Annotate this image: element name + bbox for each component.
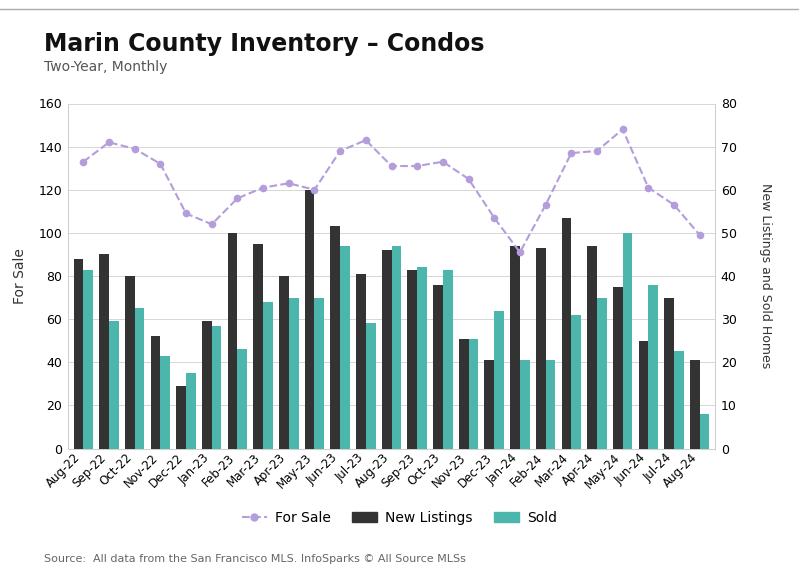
Bar bbox=[433, 285, 443, 448]
Text: Two-Year, Monthly: Two-Year, Monthly bbox=[44, 60, 167, 74]
Bar bbox=[700, 414, 710, 448]
Bar bbox=[622, 233, 633, 448]
Bar bbox=[135, 308, 145, 448]
Bar bbox=[83, 270, 93, 448]
Bar bbox=[417, 267, 427, 448]
Bar bbox=[99, 254, 109, 448]
Bar bbox=[125, 276, 135, 448]
Bar bbox=[690, 360, 700, 448]
Y-axis label: For Sale: For Sale bbox=[14, 248, 27, 304]
Bar bbox=[407, 270, 417, 448]
Bar bbox=[510, 246, 520, 448]
Bar bbox=[228, 233, 237, 448]
Text: Marin County Inventory – Condos: Marin County Inventory – Condos bbox=[44, 32, 484, 56]
Bar bbox=[382, 250, 392, 448]
Bar bbox=[648, 285, 658, 448]
Bar bbox=[263, 302, 273, 448]
Bar bbox=[150, 336, 161, 449]
Bar bbox=[484, 360, 495, 448]
Bar bbox=[366, 323, 376, 448]
Bar bbox=[468, 339, 479, 448]
Bar bbox=[562, 218, 571, 448]
Text: Source:  All data from the San Francisco MLS. InfoSparks © All Source MLSs: Source: All data from the San Francisco … bbox=[44, 554, 466, 564]
Bar bbox=[459, 339, 468, 448]
Bar bbox=[674, 351, 684, 448]
Bar bbox=[177, 386, 186, 449]
Bar bbox=[443, 270, 452, 448]
Bar bbox=[315, 298, 324, 448]
Bar bbox=[495, 310, 504, 448]
Bar bbox=[331, 227, 340, 448]
Bar bbox=[520, 360, 530, 448]
Bar bbox=[202, 321, 212, 448]
Bar bbox=[638, 340, 648, 448]
Bar bbox=[161, 356, 170, 448]
Bar bbox=[392, 246, 401, 448]
Bar bbox=[597, 298, 606, 448]
Bar bbox=[613, 287, 622, 448]
Bar bbox=[340, 246, 350, 448]
Bar bbox=[279, 276, 288, 448]
Bar bbox=[571, 315, 581, 448]
Bar bbox=[356, 274, 366, 448]
Bar bbox=[186, 373, 196, 448]
Y-axis label: New Listings and Sold Homes: New Listings and Sold Homes bbox=[759, 183, 772, 369]
Bar bbox=[536, 248, 546, 448]
Bar bbox=[304, 190, 315, 448]
Bar bbox=[253, 244, 263, 448]
Bar bbox=[546, 360, 555, 448]
Bar bbox=[587, 246, 597, 448]
Bar bbox=[109, 321, 119, 448]
Bar bbox=[664, 298, 674, 448]
Bar bbox=[237, 349, 247, 448]
Bar bbox=[74, 259, 83, 448]
Legend: For Sale, New Listings, Sold: For Sale, New Listings, Sold bbox=[237, 505, 562, 531]
Bar bbox=[288, 298, 299, 448]
Bar bbox=[212, 325, 221, 448]
